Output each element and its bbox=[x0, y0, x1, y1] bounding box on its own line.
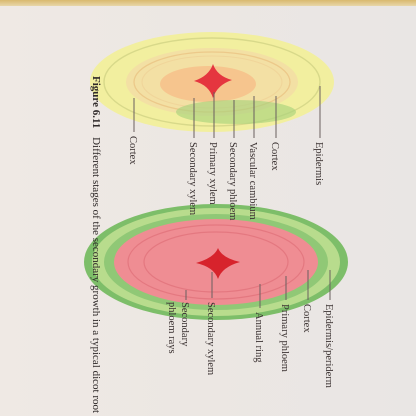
label-primary-phloem: Primary phloem bbox=[279, 304, 290, 372]
figure-caption: Figure 6.11 Different stages of the seco… bbox=[90, 76, 102, 413]
label-epidermis-periderm: Epidermis/periderm bbox=[323, 304, 334, 388]
svg-text:Figure 6.11 Different: Figure 6.11 Different stages of the seco… bbox=[90, 76, 102, 413]
stage-2-primary-xylem-star bbox=[196, 248, 240, 279]
caption-number: Figure 6.11 bbox=[90, 76, 102, 128]
stage-2-annual-ring-inner bbox=[143, 231, 289, 293]
stage-1-labels: Epidermis Cortex Vascular cambium Second… bbox=[127, 136, 324, 220]
stage-2-leader-lines bbox=[185, 270, 331, 308]
stage-1-cortex-ring bbox=[103, 37, 321, 127]
label-primary-xylem: Primary xylem bbox=[207, 142, 218, 205]
label-secondary-xylem-2: Secondary xylem bbox=[205, 302, 216, 375]
stage-1-primary-xylem-star bbox=[194, 64, 232, 98]
label-cortex-2: Cortex bbox=[301, 304, 312, 333]
label-secondary-phloem: Secondary phloem bbox=[227, 142, 238, 220]
label-cortex-left: Cortex bbox=[127, 136, 138, 165]
label-annual-ring: Annual ring bbox=[253, 312, 264, 363]
root-section-stage-2 bbox=[84, 204, 348, 320]
stage-1-leader-lines bbox=[133, 86, 321, 138]
root-section-stage-1 bbox=[90, 32, 334, 132]
label-secondary-xylem-1: Secondary xylem bbox=[187, 142, 198, 215]
label-vascular-cambium: Vascular cambium bbox=[247, 142, 258, 220]
stage-1-green-tint bbox=[176, 100, 296, 124]
label-epidermis: Epidermis bbox=[313, 142, 324, 185]
label-cortex-right: Cortex bbox=[269, 142, 280, 171]
page-top-edge bbox=[0, 0, 416, 6]
stage-2-labels: Epidermis/periderm Cortex Primary phloem… bbox=[166, 302, 334, 388]
label-secondary-phloem-rays: Secondary phloem rays bbox=[166, 302, 190, 354]
caption-text: Different stages of the secondary growth… bbox=[90, 137, 102, 413]
stage-2-annual-ring-outer bbox=[127, 224, 305, 300]
